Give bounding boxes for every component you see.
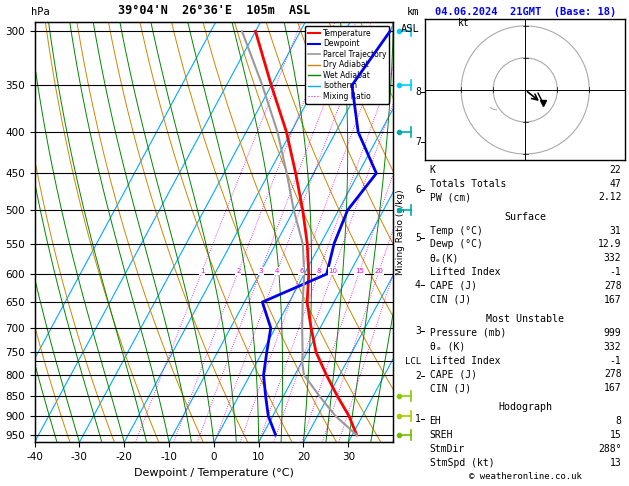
Text: Hodograph: Hodograph — [498, 402, 552, 413]
Text: θₑ(K): θₑ(K) — [430, 253, 459, 263]
Text: hPa: hPa — [31, 7, 50, 17]
Text: 8: 8 — [317, 268, 321, 274]
Text: kt: kt — [458, 18, 470, 28]
Text: 332: 332 — [604, 342, 621, 352]
Text: 278: 278 — [604, 281, 621, 291]
Text: 288°: 288° — [598, 444, 621, 454]
Text: -1: -1 — [610, 356, 621, 365]
Text: CAPE (J): CAPE (J) — [430, 281, 477, 291]
Text: CIN (J): CIN (J) — [430, 295, 470, 305]
Text: 3: 3 — [259, 268, 263, 274]
Text: SREH: SREH — [430, 430, 453, 440]
Text: 7: 7 — [415, 137, 421, 147]
Text: 2: 2 — [415, 371, 421, 381]
Text: 167: 167 — [604, 383, 621, 393]
Y-axis label: Mixing Ratio (g/kg): Mixing Ratio (g/kg) — [396, 189, 405, 275]
Text: 22: 22 — [610, 165, 621, 175]
Text: Surface: Surface — [504, 212, 546, 222]
Text: 278: 278 — [604, 369, 621, 380]
Text: -1: -1 — [610, 267, 621, 277]
Text: 12.9: 12.9 — [598, 240, 621, 249]
Text: 15: 15 — [610, 430, 621, 440]
Text: Most Unstable: Most Unstable — [486, 314, 564, 324]
Text: 999: 999 — [604, 328, 621, 338]
Text: 3: 3 — [415, 326, 421, 336]
X-axis label: Dewpoint / Temperature (°C): Dewpoint / Temperature (°C) — [134, 468, 294, 478]
Text: 167: 167 — [604, 295, 621, 305]
Text: 15: 15 — [355, 268, 364, 274]
Text: StmDir: StmDir — [430, 444, 465, 454]
Text: 332: 332 — [604, 253, 621, 263]
Text: 2.12: 2.12 — [598, 192, 621, 203]
Text: Totals Totals: Totals Totals — [430, 179, 506, 189]
Text: 47: 47 — [610, 179, 621, 189]
Text: 20: 20 — [374, 268, 384, 274]
Text: 4: 4 — [415, 280, 421, 290]
Text: 10: 10 — [329, 268, 338, 274]
Text: 8: 8 — [616, 417, 621, 426]
Text: Temp (°C): Temp (°C) — [430, 226, 482, 236]
Text: EH: EH — [430, 417, 442, 426]
Text: CAPE (J): CAPE (J) — [430, 369, 477, 380]
Text: 6: 6 — [299, 268, 304, 274]
Text: LCL: LCL — [404, 357, 421, 366]
Text: 39°04'N  26°36'E  105m  ASL: 39°04'N 26°36'E 105m ASL — [118, 4, 310, 17]
Text: Lifted Index: Lifted Index — [430, 267, 500, 277]
Text: Lifted Index: Lifted Index — [430, 356, 500, 365]
Text: StmSpd (kt): StmSpd (kt) — [430, 458, 494, 468]
Text: K: K — [430, 165, 435, 175]
Text: 31: 31 — [610, 226, 621, 236]
Text: θₑ (K): θₑ (K) — [430, 342, 465, 352]
Text: 8: 8 — [415, 87, 421, 97]
Text: 2: 2 — [236, 268, 240, 274]
Legend: Temperature, Dewpoint, Parcel Trajectory, Dry Adiabat, Wet Adiabat, Isotherm, Mi: Temperature, Dewpoint, Parcel Trajectory… — [305, 26, 389, 104]
Text: 6: 6 — [415, 185, 421, 195]
Text: 5: 5 — [415, 233, 421, 243]
Text: 1: 1 — [415, 414, 421, 424]
Text: 04.06.2024  21GMT  (Base: 18): 04.06.2024 21GMT (Base: 18) — [435, 7, 616, 17]
Text: km: km — [407, 7, 420, 17]
Text: Dewp (°C): Dewp (°C) — [430, 240, 482, 249]
Text: ASL: ASL — [401, 24, 420, 35]
Text: PW (cm): PW (cm) — [430, 192, 470, 203]
Text: 13: 13 — [610, 458, 621, 468]
Text: 4: 4 — [275, 268, 279, 274]
Text: © weatheronline.co.uk: © weatheronline.co.uk — [469, 472, 582, 481]
Text: CIN (J): CIN (J) — [430, 383, 470, 393]
Text: 1: 1 — [200, 268, 204, 274]
Text: Pressure (mb): Pressure (mb) — [430, 328, 506, 338]
